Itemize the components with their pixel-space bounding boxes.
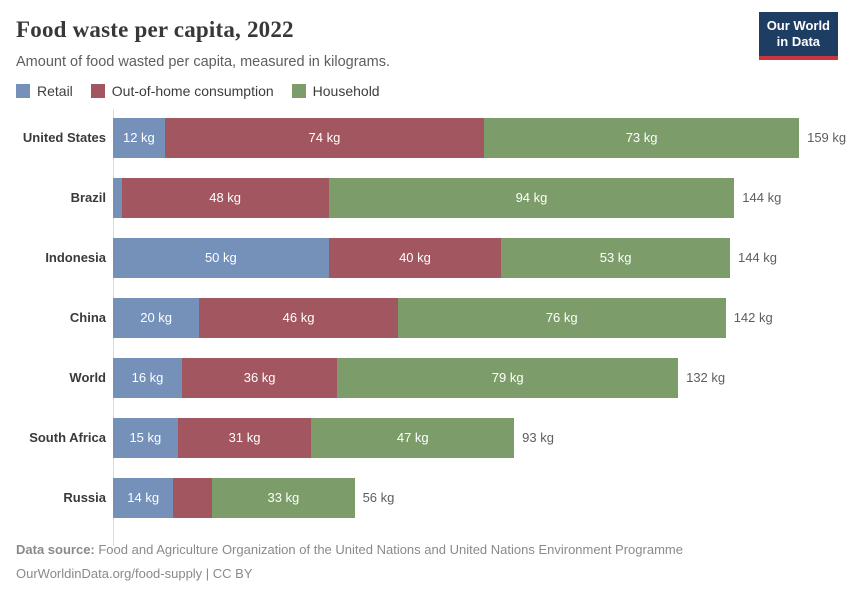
- country-label: Indonesia: [45, 250, 106, 266]
- bar-segment-out-of-home-consumption[interactable]: 40 kg: [328, 237, 502, 278]
- bar-segment-out-of-home-consumption[interactable]: 74 kg: [164, 117, 485, 158]
- bar-segment-out-of-home-consumption[interactable]: 46 kg: [199, 297, 398, 338]
- bar-value-label: 48 kg: [209, 190, 242, 206]
- bar-row: World 16 kg 36 kg 79 kg 132 kg: [16, 357, 834, 398]
- bar-segment-out-of-home-consumption[interactable]: [173, 477, 213, 518]
- bar-stack: 14 kg 33 kg: [113, 477, 355, 518]
- bar-segment-out-of-home-consumption[interactable]: 31 kg: [177, 417, 312, 458]
- bar-row: China 20 kg 46 kg 76 kg 142 kg: [16, 297, 834, 338]
- bar-value-label: 46 kg: [282, 310, 315, 326]
- bar-total-label: 144 kg: [737, 250, 778, 266]
- bar-value-label: 94 kg: [515, 190, 548, 206]
- bar-value-label: 79 kg: [491, 370, 524, 386]
- bar-row: United States 12 kg 74 kg 73 kg 159 kg: [16, 117, 846, 158]
- bar-stack: 50 kg 40 kg 53 kg: [113, 237, 730, 278]
- datasource-label: Data source:: [16, 541, 95, 557]
- bar-value-label: 53 kg: [599, 250, 632, 266]
- bar-value-label: 76 kg: [545, 310, 578, 326]
- bar-stack: 15 kg 31 kg 47 kg: [113, 417, 515, 458]
- bar-total-label: 132 kg: [686, 370, 726, 386]
- bar-total-label: 93 kg: [522, 430, 554, 446]
- bar-segment-retail[interactable]: 12 kg: [113, 117, 165, 158]
- bar-value-label: 20 kg: [140, 310, 173, 326]
- datasource-text: Food and Agriculture Organization of the…: [94, 541, 683, 557]
- bar-segment-out-of-home-consumption[interactable]: 36 kg: [182, 357, 338, 398]
- stacked-bar-chart: United States 12 kg 74 kg 73 kg 159 kg Brazil…: [16, 108, 846, 546]
- bar-value-label: 31 kg: [228, 430, 261, 446]
- bar-total-label: 144 kg: [742, 190, 782, 206]
- country-label: Brazil: [70, 190, 106, 206]
- country-label: World: [69, 370, 106, 386]
- bar-segment-retail[interactable]: [113, 177, 122, 218]
- owid-logo-line2: in Data: [776, 34, 821, 50]
- owid-logo-line1: Our World: [766, 18, 830, 33]
- bar-value-label: 73 kg: [625, 130, 658, 146]
- bar-segment-household[interactable]: 76 kg: [397, 297, 726, 338]
- bar-stack: 48 kg 94 kg: [113, 177, 735, 218]
- bar-total-label: 56 kg: [362, 490, 395, 506]
- bar-value-label: 14 kg: [127, 490, 160, 506]
- bar-value-label: 36 kg: [243, 370, 276, 386]
- bar-segment-retail[interactable]: 15 kg: [113, 417, 178, 458]
- datasource-line: Data source: Food and Agriculture Organi…: [16, 538, 834, 562]
- country-label: South Africa: [29, 430, 106, 446]
- citation-line: OurWorldinData.org/food-supply | CC BY: [16, 565, 253, 581]
- legend-label: Household: [312, 82, 380, 99]
- legend-swatch-icon: [16, 83, 30, 98]
- bar-value-label: 33 kg: [267, 490, 300, 506]
- country-label: Russia: [63, 490, 106, 506]
- bar-segment-household[interactable]: 33 kg: [212, 477, 355, 518]
- bar-segment-retail[interactable]: 50 kg: [113, 237, 329, 278]
- bar-row: South Africa 15 kg 31 kg 47 kg 93 kg: [16, 417, 834, 458]
- bar-value-label: 15 kg: [129, 430, 162, 446]
- bar-segment-household[interactable]: 94 kg: [328, 177, 735, 218]
- legend: Retail Out-of-home consumption Household: [16, 83, 834, 99]
- bar-value-label: 50 kg: [204, 250, 237, 266]
- bar-total-label: 142 kg: [733, 310, 773, 326]
- bar-segment-retail[interactable]: 20 kg: [113, 297, 200, 338]
- owid-logo: Our World in Data: [758, 12, 838, 60]
- bar-value-label: 16 kg: [131, 370, 164, 386]
- bar-segment-household[interactable]: 79 kg: [337, 357, 679, 398]
- legend-label: Out-of-home consumption: [111, 82, 274, 99]
- bar-row: Brazil 48 kg 94 kg 144 kg: [16, 177, 834, 218]
- bar-value-label: 47 kg: [396, 430, 429, 446]
- bar-segment-out-of-home-consumption[interactable]: 48 kg: [121, 177, 329, 218]
- chart-footer: Data source: Food and Agriculture Organi…: [16, 538, 834, 586]
- country-label: China: [69, 310, 106, 326]
- country-label: United States: [22, 130, 106, 146]
- bar-stack: 20 kg 46 kg 76 kg: [113, 297, 726, 338]
- bar-row: Indonesia 50 kg 40 kg 53 kg 144 kg: [16, 237, 834, 278]
- legend-swatch-icon: [291, 83, 306, 98]
- legend-item-out-of-home-consumption: Out-of-home consumption: [90, 82, 274, 99]
- bar-total-label: 159 kg: [807, 130, 847, 146]
- legend-item-retail: Retail: [16, 83, 73, 99]
- legend-swatch-icon: [90, 83, 105, 98]
- bar-segment-retail[interactable]: 16 kg: [113, 357, 182, 398]
- legend-item-household: Household: [291, 82, 380, 99]
- bar-value-label: 12 kg: [122, 130, 155, 146]
- page-title: Food waste per capita, 2022: [16, 17, 294, 42]
- bar-segment-retail[interactable]: 14 kg: [113, 477, 174, 518]
- bar-segment-household[interactable]: 73 kg: [484, 117, 800, 158]
- bar-value-label: 74 kg: [308, 130, 341, 146]
- bar-segment-household[interactable]: 53 kg: [501, 237, 730, 278]
- bar-segment-household[interactable]: 47 kg: [311, 417, 515, 458]
- bar-value-label: 40 kg: [399, 250, 431, 266]
- chart-subtitle: Amount of food wasted per capita, measur…: [16, 53, 390, 70]
- bar-row: Russia 14 kg 33 kg 56 kg: [16, 477, 834, 518]
- bar-stack: 12 kg 74 kg 73 kg: [113, 117, 800, 158]
- legend-label: Retail: [37, 82, 73, 99]
- bar-stack: 16 kg 36 kg 79 kg: [113, 357, 679, 398]
